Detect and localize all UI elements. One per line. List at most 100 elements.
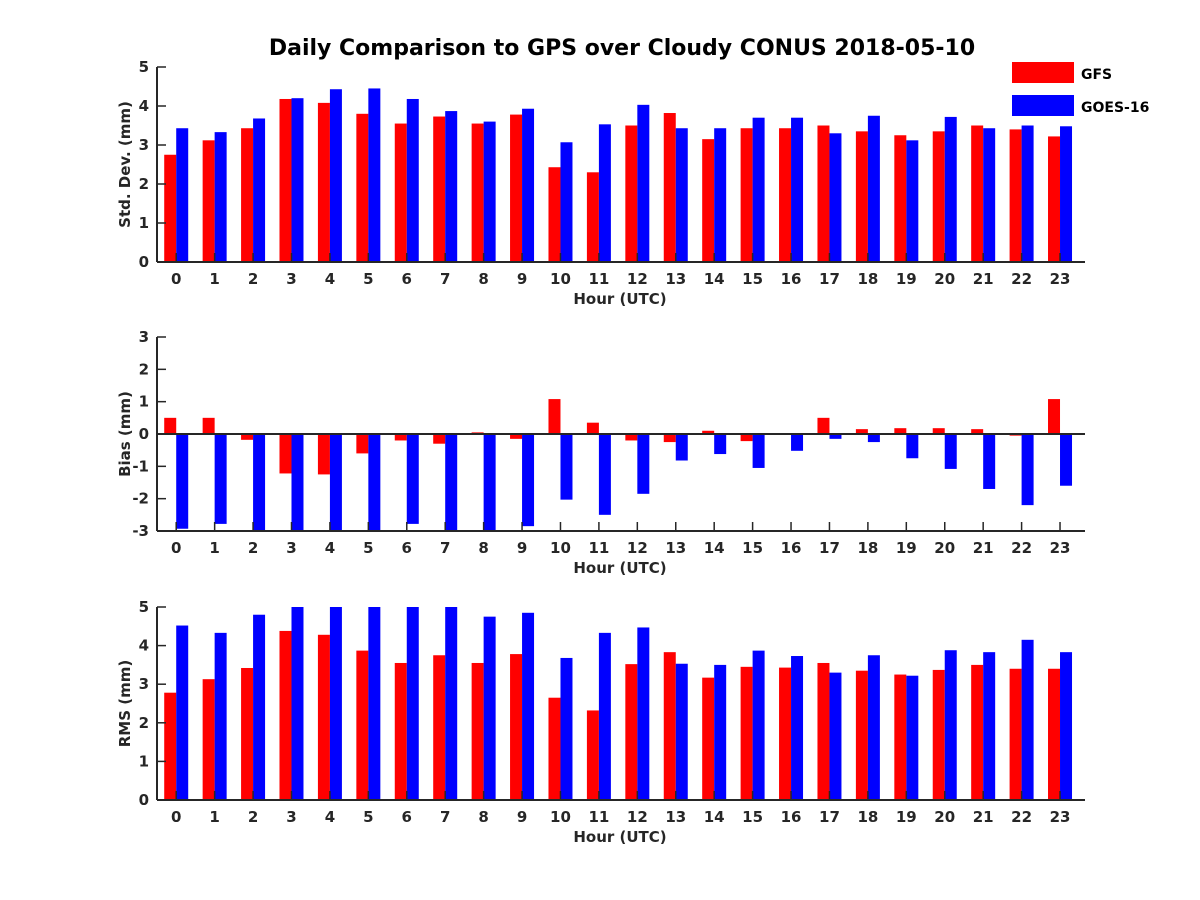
- chart-title: Daily Comparison to GPS over Cloudy CONU…: [269, 36, 975, 61]
- bar-goes16-hour-12: [637, 104, 650, 262]
- bar-goes16-hour-8: [483, 434, 496, 531]
- bar-gfs-hour-6: [394, 662, 407, 800]
- y-tick-label: 0: [139, 425, 149, 443]
- bar-goes16-hour-4: [329, 607, 342, 800]
- bar-gfs-hour-18: [855, 670, 868, 800]
- x-tick-label: 12: [627, 270, 648, 288]
- x-tick-label: 7: [440, 808, 450, 826]
- x-tick-label: 3: [286, 808, 296, 826]
- x-tick-label: 6: [402, 270, 412, 288]
- bar-goes16-hour-16: [791, 656, 804, 800]
- bar-gfs-hour-5: [356, 434, 369, 454]
- bar-goes16-hour-8: [483, 121, 496, 262]
- y-tick-label: 2: [139, 175, 149, 193]
- bar-goes16-hour-2: [253, 118, 266, 262]
- bar-gfs-hour-17: [817, 125, 830, 262]
- y-tick-label: 2: [139, 360, 149, 378]
- x-tick-label: 1: [209, 808, 219, 826]
- bar-goes16-hour-20: [944, 434, 957, 469]
- x-tick-label: 11: [588, 808, 609, 826]
- bar-goes16-hour-7: [445, 434, 458, 531]
- bar-gfs-hour-1: [202, 417, 215, 434]
- y-axis-label: Std. Dev. (mm): [116, 101, 134, 228]
- bar-goes16-hour-9: [522, 434, 535, 527]
- x-tick-label: 23: [1050, 539, 1071, 557]
- x-tick-label: 15: [742, 539, 763, 557]
- bar-gfs-hour-12: [625, 664, 638, 800]
- bar-gfs-hour-3: [279, 630, 292, 800]
- x-tick-label: 0: [171, 270, 181, 288]
- bar-gfs-hour-21: [971, 125, 984, 262]
- x-axis-label: Hour (UTC): [573, 290, 666, 308]
- x-tick-label: 4: [325, 539, 335, 557]
- bar-gfs-hour-19: [894, 428, 907, 434]
- bar-goes16-hour-23: [1060, 126, 1073, 262]
- x-tick-label: 4: [325, 808, 335, 826]
- bar-gfs-hour-20: [932, 428, 945, 434]
- x-tick-label: 23: [1050, 270, 1071, 288]
- bar-gfs-hour-16: [779, 128, 792, 262]
- x-tick-label: 16: [781, 270, 802, 288]
- x-tick-label: 9: [517, 539, 527, 557]
- bar-gfs-hour-8: [471, 123, 484, 262]
- bar-gfs-hour-13: [663, 113, 676, 263]
- x-tick-label: 0: [171, 808, 181, 826]
- bar-gfs-hour-11: [586, 710, 599, 800]
- bar-goes16-hour-15: [752, 434, 765, 468]
- bar-gfs-hour-19: [894, 135, 907, 262]
- bar-gfs-hour-3: [279, 98, 292, 262]
- bar-gfs-hour-11: [586, 172, 599, 262]
- legend-swatch-goes16: [1012, 95, 1074, 116]
- bar-goes16-hour-5: [368, 434, 381, 531]
- bar-goes16-hour-0: [176, 625, 189, 800]
- bar-goes16-hour-6: [406, 607, 419, 800]
- bar-gfs-hour-20: [932, 131, 945, 262]
- x-tick-label: 21: [973, 270, 994, 288]
- bar-goes16-hour-10: [560, 434, 573, 500]
- bar-goes16-hour-21: [983, 652, 996, 800]
- y-tick-label: 2: [139, 714, 149, 732]
- y-tick-label: 3: [139, 675, 149, 693]
- bar-goes16-hour-19: [906, 675, 919, 800]
- legend-swatch-gfs: [1012, 62, 1074, 83]
- bar-goes16-hour-10: [560, 657, 573, 800]
- x-tick-label: 5: [363, 270, 373, 288]
- bar-goes16-hour-4: [329, 89, 342, 262]
- bar-gfs-hour-0: [164, 417, 177, 434]
- series-gfs: [164, 399, 1061, 475]
- y-axis-label: RMS (mm): [116, 660, 134, 747]
- y-tick-label: 5: [139, 598, 149, 616]
- bar-goes16-hour-23: [1060, 652, 1073, 800]
- x-tick-label: 3: [286, 270, 296, 288]
- bar-goes16-hour-17: [829, 133, 842, 262]
- bar-gfs-hour-12: [625, 434, 638, 441]
- series-goes16: [176, 607, 1073, 800]
- x-tick-label: 23: [1050, 808, 1071, 826]
- y-tick-label: 3: [139, 136, 149, 154]
- y-tick-label: 5: [139, 58, 149, 76]
- bar-gfs-hour-14: [702, 139, 715, 262]
- x-tick-label: 22: [1011, 808, 1032, 826]
- x-tick-label: 7: [440, 539, 450, 557]
- x-tick-label: 22: [1011, 270, 1032, 288]
- bar-goes16-hour-3: [291, 607, 304, 800]
- bar-gfs-hour-0: [164, 692, 177, 800]
- x-tick-label: 18: [857, 808, 878, 826]
- y-tick-label: 1: [139, 214, 149, 232]
- bar-goes16-hour-6: [406, 98, 419, 262]
- bar-gfs-hour-15: [740, 128, 753, 262]
- x-axis-label: Hour (UTC): [573, 828, 666, 846]
- bar-goes16-hour-22: [1021, 434, 1034, 506]
- bar-gfs-hour-6: [394, 123, 407, 262]
- series-gfs: [164, 630, 1061, 800]
- bar-goes16-hour-14: [714, 434, 727, 455]
- series-goes16: [176, 88, 1073, 262]
- x-tick-label: 16: [781, 808, 802, 826]
- x-tick-label: 5: [363, 539, 373, 557]
- bar-gfs-hour-12: [625, 125, 638, 262]
- bar-gfs-hour-5: [356, 113, 369, 262]
- x-tick-label: 10: [550, 270, 571, 288]
- x-tick-label: 18: [857, 270, 878, 288]
